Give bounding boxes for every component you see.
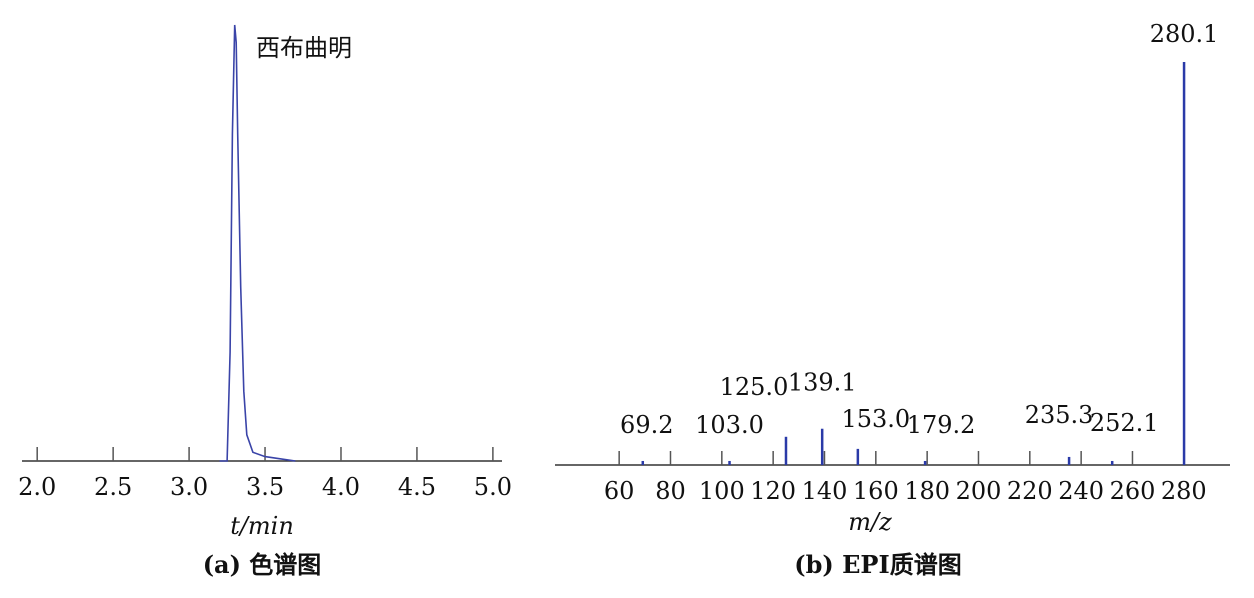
x-tick-label: 180 (904, 477, 950, 505)
peak-label: 252.1 (1090, 409, 1159, 437)
peak-label: 69.2 (620, 411, 673, 439)
x-tick-label: 60 (604, 477, 635, 505)
x-tick-label: 240 (1058, 477, 1104, 505)
x-tick-label: 4.0 (322, 473, 360, 501)
x-tick-label: 200 (956, 477, 1002, 505)
x-tick-label: 5.0 (474, 473, 512, 501)
x-tick-label: 3.0 (170, 473, 208, 501)
x-tick-label: 260 (1110, 477, 1156, 505)
x-tick-label: 280 (1161, 477, 1207, 505)
x-tick-label: 100 (699, 477, 745, 505)
x-axis-label: m/z (848, 508, 892, 536)
x-tick-label: 80 (655, 477, 686, 505)
caption: (a) 色谱图 (203, 550, 322, 579)
x-tick-label: 160 (853, 477, 899, 505)
peak-label: 179.2 (907, 411, 976, 439)
x-tick-label: 2.0 (18, 473, 56, 501)
caption: (b) EPI质谱图 (794, 550, 961, 579)
x-tick-label: 2.5 (94, 473, 132, 501)
peak-label: 125.0 (720, 373, 789, 401)
peak-label: 153.0 (841, 405, 910, 433)
x-tick-label: 4.5 (398, 473, 436, 501)
peak-label: 139.1 (788, 369, 857, 397)
x-tick-label: 140 (802, 477, 848, 505)
x-axis-label: t/min (230, 512, 294, 540)
line (219, 24, 296, 462)
peak-label: 103.0 (695, 411, 764, 439)
x-tick-label: 120 (750, 477, 796, 505)
annotation: 西布曲明 (256, 34, 352, 62)
peak-label: 280.1 (1150, 20, 1219, 48)
x-tick-label: 3.5 (246, 473, 284, 501)
x-tick-label: 220 (1007, 477, 1053, 505)
peak-label: 235.3 (1025, 401, 1094, 429)
